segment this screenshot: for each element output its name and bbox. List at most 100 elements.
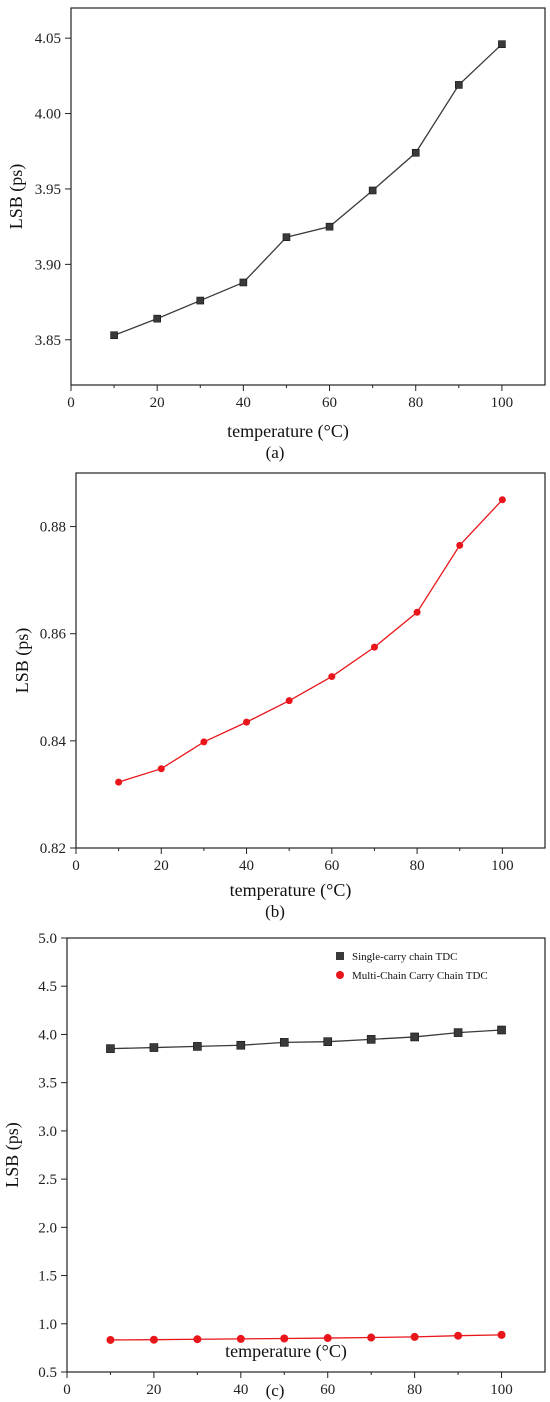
data-point: [323, 1037, 333, 1046]
data-point: [454, 1331, 463, 1340]
x-tick-label: 80: [408, 395, 423, 411]
legend-label: Single-carry chain TDC: [352, 951, 458, 963]
data-point: [498, 40, 506, 48]
legend-marker: [336, 952, 344, 960]
chart-panel-1: 0 20 40 60 80 100 3.85 3.90 3.95 4.00 4.05 temperat…: [6, 7, 546, 462]
data-point: [110, 331, 118, 340]
data-point: [328, 673, 336, 681]
chart-panel-2: 0 20 40 60 80 100 0.82 0.84 0.86 0.88 temperature …: [12, 472, 546, 921]
x-tick-label: 100: [491, 395, 514, 411]
y-tick-label: 3.5: [38, 1076, 57, 1092]
data-point: [367, 1333, 376, 1342]
series-line: [110, 1029, 502, 1050]
y-tick-label: 0.5: [38, 1365, 57, 1381]
x-tick-label: 0: [72, 858, 80, 874]
panel-caption: (a): [266, 443, 285, 462]
series-line: [118, 499, 503, 783]
data-point: [280, 1334, 289, 1343]
data-point: [453, 1028, 463, 1037]
y-tick-label: 3.85: [35, 333, 61, 349]
x-tick-label: 20: [154, 858, 169, 874]
x-tick-label: 100: [491, 858, 514, 874]
data-point: [193, 1042, 202, 1051]
y-axis-label: LSB (ps): [12, 628, 33, 694]
series-1: [110, 40, 506, 340]
y-tick-label: 3.95: [35, 182, 61, 198]
data-point: [455, 81, 463, 89]
plot-frame: [75, 472, 546, 849]
y-tick-label: 2.0: [38, 1220, 57, 1236]
data-point: [325, 222, 334, 231]
y-axis-label: LSB (ps): [2, 1122, 23, 1188]
x-axis-label: temperature (°C): [227, 421, 349, 442]
x-tick-label: 20: [150, 395, 165, 411]
x-tick-label: 40: [233, 1382, 248, 1398]
x-tick-label: 20: [146, 1382, 161, 1398]
x-tick-label: 40: [236, 395, 251, 411]
data-point: [368, 186, 377, 195]
series-1: [115, 496, 506, 786]
y-tick-label: 4.05: [35, 31, 61, 47]
y-tick-label: 0.82: [40, 841, 66, 857]
panel-caption: (c): [266, 1381, 285, 1400]
data-point: [498, 496, 506, 504]
y-tick-label: 1.5: [38, 1269, 57, 1285]
series-line: [110, 1334, 502, 1341]
data-point: [157, 765, 165, 773]
y-tick-label: 0.86: [40, 627, 67, 643]
data-point: [410, 1332, 419, 1341]
data-point: [193, 1335, 202, 1344]
data-point: [239, 278, 248, 287]
data-point: [366, 1035, 376, 1044]
y-tick-label: 4.00: [35, 107, 61, 123]
y-tick-label: 2.5: [38, 1172, 57, 1188]
x-tick-label: 60: [322, 395, 337, 411]
data-point: [236, 1334, 245, 1343]
y-tick-label: 0.88: [40, 520, 66, 536]
x-tick-label: 100: [490, 1382, 513, 1398]
x-tick-label: 0: [67, 395, 75, 411]
data-point: [149, 1335, 158, 1344]
data-point: [153, 314, 161, 323]
data-point: [243, 718, 251, 726]
series-2: [106, 1330, 506, 1344]
plot-frame: [66, 937, 546, 1373]
x-tick-label: 40: [239, 858, 254, 874]
data-point: [282, 233, 291, 242]
y-tick-label: 5.0: [38, 931, 57, 947]
y-axis-label: LSB (ps): [6, 164, 27, 230]
data-point: [106, 1335, 115, 1344]
y-tick-label: 0.84: [40, 734, 67, 750]
data-point: [413, 608, 421, 616]
data-point: [279, 1038, 289, 1047]
y-tick-label: 3.0: [38, 1124, 57, 1140]
legend-marker: [336, 971, 344, 979]
x-axis-label: temperature (°C): [225, 1341, 347, 1362]
series-line: [113, 43, 503, 336]
data-point: [236, 1040, 246, 1050]
data-point: [497, 1330, 506, 1339]
data-point: [410, 1032, 419, 1042]
x-tick-label: 60: [324, 858, 339, 874]
x-tick-label: 80: [410, 858, 425, 874]
y-tick-label: 3.90: [35, 257, 61, 273]
panel-caption: (b): [265, 902, 285, 921]
series-1: [106, 1025, 506, 1053]
legend-label: Multi-Chain Carry Chain TDC: [352, 970, 488, 982]
data-point: [411, 148, 420, 157]
data-point: [370, 643, 378, 651]
y-tick-label: 4.5: [38, 979, 57, 995]
data-point: [200, 738, 208, 746]
chart-panel-3: 0 20 40 60 80 100 0.5 1.0 1.5 2.0 2.5 3.0 3.5 4.0 4.5 5…: [2, 931, 546, 1400]
plot-frame: [70, 7, 546, 386]
x-tick-label: 80: [407, 1382, 422, 1398]
legend: Single-carry chain TDC Multi-Chain Carry …: [336, 951, 488, 982]
y-tick-label: 1.0: [38, 1317, 57, 1333]
data-point: [323, 1334, 332, 1343]
data-point: [106, 1044, 115, 1053]
x-tick-label: 60: [320, 1382, 335, 1398]
data-point: [115, 778, 123, 786]
data-point: [196, 296, 205, 305]
